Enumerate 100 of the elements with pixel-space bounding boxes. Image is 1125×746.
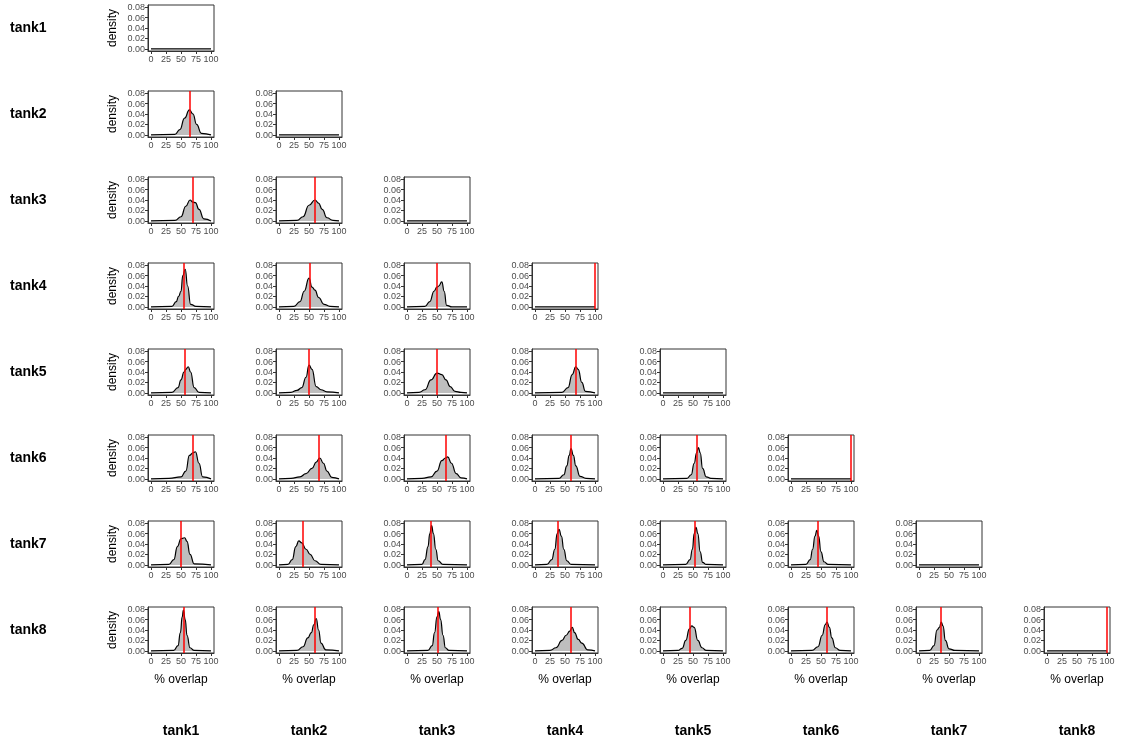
y-tick-label: 0.02 <box>383 291 401 302</box>
y-tick-label: 0.00 <box>511 645 529 656</box>
y-tick-label: 0.04 <box>255 539 273 549</box>
y-tick-label: 0.04 <box>255 281 273 291</box>
y-tick-label: 0.08 <box>127 174 145 185</box>
y-tick-label: 0.04 <box>639 539 657 549</box>
y-tick-label: 0.06 <box>127 442 145 453</box>
x-tick-label: 25 <box>928 569 940 580</box>
y-tick-label: 0.00 <box>383 301 401 312</box>
x-tick-label: 75 <box>574 397 586 408</box>
x-tick-label: 75 <box>190 569 202 580</box>
y-tick-label: 0.08 <box>1023 604 1041 615</box>
x-tick-label: 75 <box>318 225 330 236</box>
x-tick-label: 75 <box>190 483 202 494</box>
x-tick-label: 0 <box>660 655 666 666</box>
y-tick-label: 0.00 <box>127 129 145 140</box>
y-tick-label: 0.06 <box>895 614 913 625</box>
y-tick-label: 0.08 <box>383 518 401 529</box>
y-tick-label: 0.06 <box>1023 614 1041 625</box>
y-tick-label: 0.00 <box>127 473 145 484</box>
y-tick-label: 0.02 <box>511 291 529 302</box>
y-tick-label: 0.08 <box>511 518 529 529</box>
y-tick-label: 0.00 <box>255 129 273 140</box>
y-tick-label: 0.02 <box>127 291 145 302</box>
y-tick-label: 0.04 <box>895 539 913 549</box>
x-tick-label: 100 <box>331 397 347 408</box>
y-tick-label: 0.08 <box>383 260 401 271</box>
x-tick-label: 0 <box>276 483 282 494</box>
y-tick-label: 0.04 <box>127 453 145 463</box>
x-tick-label: 100 <box>331 225 347 236</box>
x-tick-label: 100 <box>715 655 731 666</box>
x-tick-label: 50 <box>943 569 955 580</box>
y-tick-label: 0.08 <box>127 88 145 99</box>
x-tick-label: 75 <box>190 53 202 64</box>
y-tick-label: 0.00 <box>383 645 401 656</box>
x-tick-label: 25 <box>416 569 428 580</box>
x-tick-label: 25 <box>288 397 300 408</box>
y-tick-label: 0.06 <box>255 528 273 539</box>
y-tick-label: 0.06 <box>255 614 273 625</box>
x-tick-label: 50 <box>303 311 315 322</box>
x-tick-label: 25 <box>800 569 812 580</box>
x-tick-label: 50 <box>943 655 955 666</box>
x-tick-label: 75 <box>702 483 714 494</box>
y-tick-label: 0.00 <box>1023 645 1041 656</box>
x-tick-label: 75 <box>318 569 330 580</box>
y-tick-label: 0.04 <box>127 109 145 119</box>
y-tick-label: 0.00 <box>127 43 145 54</box>
y-tick-label: 0.06 <box>255 356 273 367</box>
x-tick-label: 50 <box>815 655 827 666</box>
y-tick-label: 0.04 <box>383 281 401 291</box>
x-tick-label: 75 <box>958 655 970 666</box>
y-tick-label: 0.02 <box>127 463 145 474</box>
x-tick-label: 25 <box>288 569 300 580</box>
y-tick-label: 0.08 <box>127 346 145 357</box>
y-tick-label: 0.02 <box>255 635 273 646</box>
x-tick-label: 75 <box>830 569 842 580</box>
x-tick-label: 75 <box>190 397 202 408</box>
x-tick-label: 100 <box>331 655 347 666</box>
y-tick-label: 0.04 <box>127 625 145 635</box>
text: tank5 <box>674 722 712 738</box>
x-tick-label: 100 <box>331 569 347 580</box>
text: tank7 <box>930 722 968 738</box>
x-tick-label: 100 <box>587 397 603 408</box>
x-tick-label: 50 <box>687 483 699 494</box>
y-tick-label: 0.04 <box>511 453 529 463</box>
y-tick-label: 0.02 <box>127 119 145 130</box>
y-tick-label: 0.06 <box>127 528 145 539</box>
x-tick-label: 100 <box>587 569 603 580</box>
y-tick-label: 0.02 <box>255 549 273 560</box>
x-tick-label: 50 <box>559 483 571 494</box>
x-tick-label: 25 <box>416 225 428 236</box>
x-tick-label: 50 <box>1071 655 1083 666</box>
y-axis-title: density <box>105 94 119 134</box>
x-tick-label: 50 <box>303 225 315 236</box>
y-tick-label: 0.06 <box>767 528 785 539</box>
y-tick-label: 0.02 <box>511 549 529 560</box>
x-tick-label: 100 <box>971 569 987 580</box>
y-tick-label: 0.08 <box>383 346 401 357</box>
y-tick-label: 0.00 <box>639 645 657 656</box>
y-tick-label: 0.06 <box>895 528 913 539</box>
x-tick-label: 50 <box>687 397 699 408</box>
y-tick-label: 0.06 <box>255 184 273 195</box>
y-tick-label: 0.04 <box>511 539 529 549</box>
y-tick-label: 0.02 <box>895 549 913 560</box>
y-tick-label: 0.00 <box>639 473 657 484</box>
x-tick-label: 100 <box>587 311 603 322</box>
x-tick-label: 0 <box>404 225 410 236</box>
y-tick-label: 0.08 <box>511 604 529 615</box>
x-tick-label: 100 <box>715 483 731 494</box>
y-tick-label: 0.02 <box>511 377 529 388</box>
x-tick-label: 50 <box>687 569 699 580</box>
x-tick-label: 0 <box>788 483 794 494</box>
x-tick-label: 100 <box>331 139 347 150</box>
text: tank1 <box>10 19 47 35</box>
x-tick-label: 100 <box>459 225 475 236</box>
x-tick-label: 25 <box>160 225 172 236</box>
x-tick-label: 100 <box>459 311 475 322</box>
y-tick-label: 0.00 <box>127 559 145 570</box>
x-tick-label: 25 <box>160 483 172 494</box>
x-tick-label: 75 <box>830 483 842 494</box>
